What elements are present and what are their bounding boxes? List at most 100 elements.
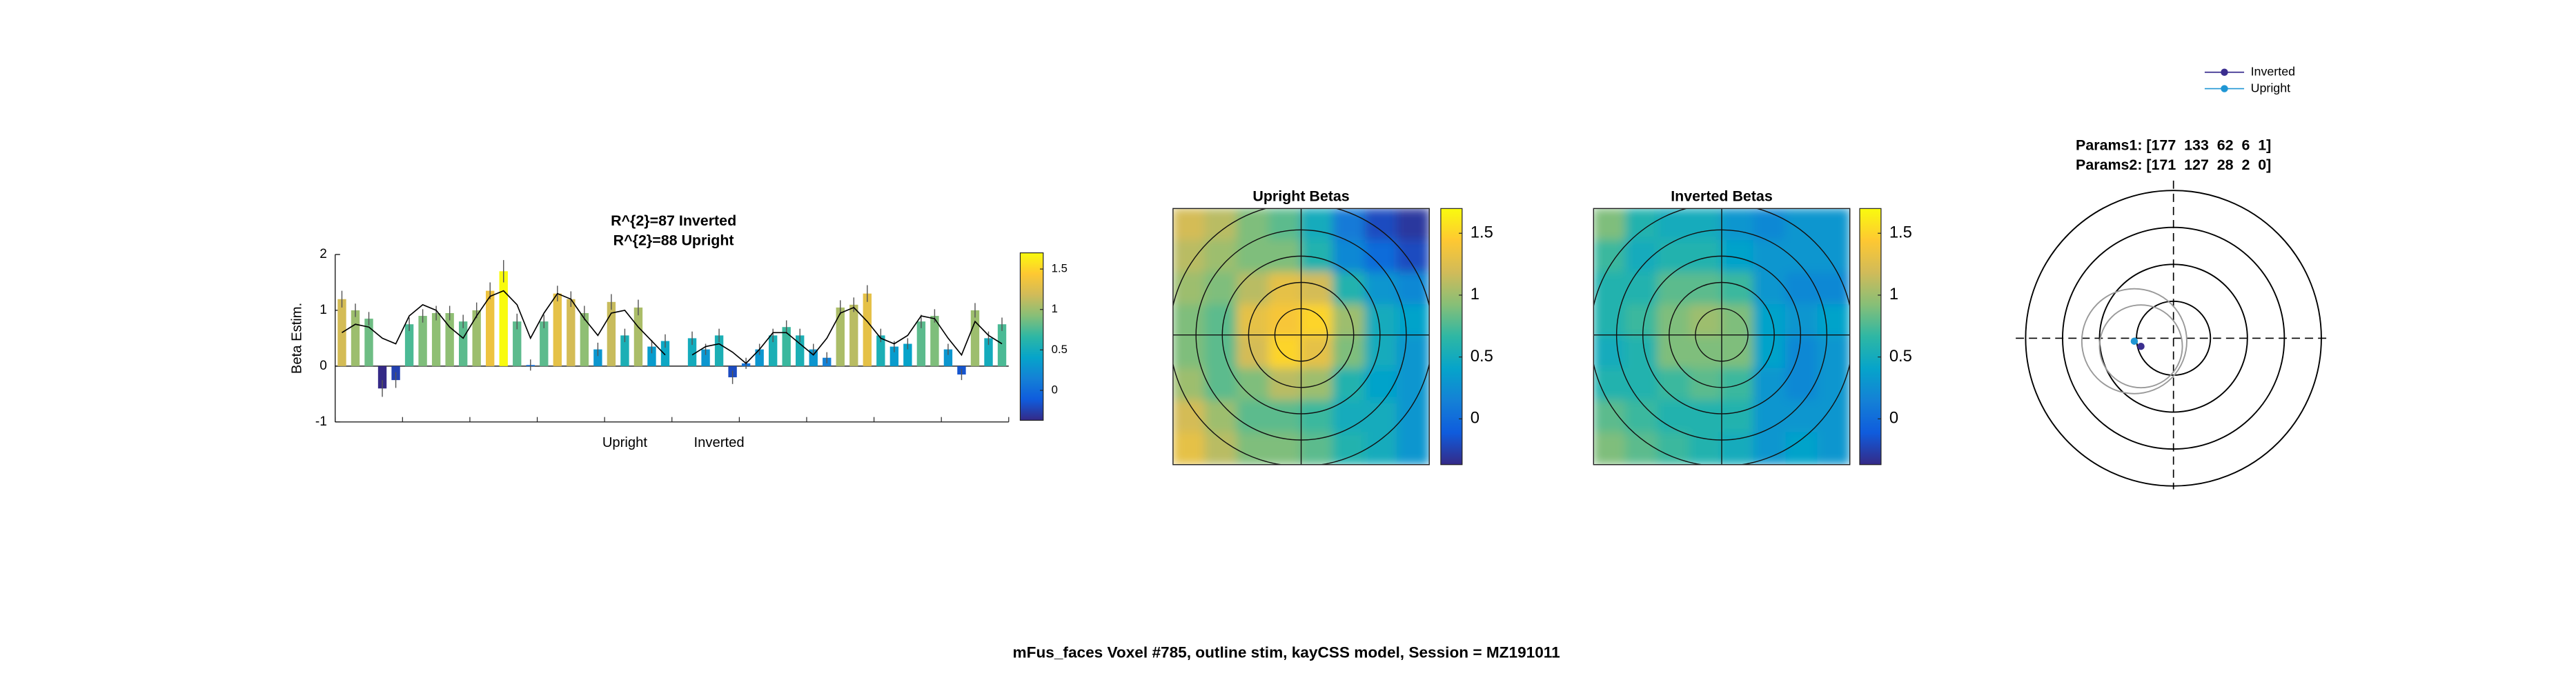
heatmap-cell [1236,240,1270,273]
bar [458,321,468,366]
heatmap-cell [1172,303,1206,337]
bar [660,341,670,366]
prf-center [2137,342,2145,350]
heatmap-cell [1657,368,1691,401]
y-tick-label: -1 [315,414,327,429]
heatmap-cell [1236,400,1270,434]
heatmap-cell [1689,368,1722,401]
bar [418,316,427,366]
heatmap-cell [1689,272,1722,306]
heatmap-cell [1817,368,1850,401]
fit-line [342,290,1003,364]
bar [364,319,373,366]
heatmap-cell [1204,303,1238,337]
bar [472,310,481,366]
heatmap-cell [1657,208,1691,241]
heatmap-cell [1593,432,1626,465]
colorbar-tick-label: 0 [1889,409,1898,428]
heatmap-cell [1204,400,1238,434]
heatmap-cell [1785,272,1818,306]
params-text: Params2: [171 127 28 2 0] [2076,157,2271,173]
heatmap-cell [1721,208,1755,241]
heatmap-cell [1753,272,1787,306]
heatmap-cell [1817,272,1850,306]
bar [513,321,522,366]
heatmap-cell [1689,400,1722,434]
bar [647,346,656,366]
heatmap-cell [1817,400,1850,434]
colorbar-tick-label: 0.5 [1052,343,1068,356]
colorbar-tick-label: 1.5 [1052,261,1068,274]
bar [876,335,885,366]
heatmap-cells [1172,208,1430,465]
bar [404,324,414,366]
heatmap-cell [1625,303,1658,337]
heatmap-cell [1593,272,1626,306]
bar [567,299,576,366]
heatmap-cell [1204,336,1238,370]
heatmap-cell [1333,208,1366,241]
y-tick-label: 1 [319,303,327,317]
heatmap-cell [1364,432,1398,465]
heatmap-cell [1753,240,1787,273]
heatmap-cell [1785,400,1818,434]
heatmap-cell [1236,336,1270,370]
heatmap-cell [1172,400,1206,434]
heatmap-cell [1397,432,1430,465]
heatmap-cell [1333,336,1366,370]
colorbar-tick-label: 0 [1052,383,1058,396]
bar [580,312,589,366]
heatmap-cell [1172,240,1206,273]
heatmap-cell [1364,240,1398,273]
heatmap-cell [1397,240,1430,273]
heatmap-cell [1657,272,1691,306]
heatmap-cell [1204,208,1238,241]
heatmap [1172,208,1430,465]
heatmap-cell [1625,208,1658,241]
bar [431,312,441,366]
colorbar-tick-label: 1 [1889,285,1898,303]
heatmap-cell [1236,272,1270,306]
heatmap-cell [1268,208,1302,241]
heatmap-cell [1333,272,1366,306]
heatmap-cell [1204,240,1238,273]
heatmap-cell [1300,272,1334,306]
heatmap-cell [1236,303,1270,337]
heatmap-cell [1657,432,1691,465]
heatmap-cell [1753,303,1787,337]
heatmap-cell [1397,272,1430,306]
prf-outline [2098,304,2183,389]
heatmap-cell [1364,400,1398,434]
heatmap-cell [1817,208,1850,241]
heatmap-cell [1721,432,1755,465]
heatmap-cell [1333,368,1366,401]
bar [593,349,602,366]
bar [620,335,629,366]
colorbar-tick-label: 0.5 [1889,347,1912,366]
heatmap-cell [1172,368,1206,401]
heatmap-cell [1364,208,1398,241]
heatmap-cell [1268,400,1302,434]
heatmap-cell [1657,303,1691,337]
y-tick-label: 0 [319,359,327,373]
y-tick-label: 2 [319,247,327,261]
bar [889,346,899,366]
heatmap-cell [1172,432,1206,465]
heatmap-cell [1593,208,1626,241]
heatmap [1593,208,1850,465]
heatmap-cell [1333,240,1366,273]
heatmap-cell [1172,272,1206,306]
heatmap-cell [1689,208,1722,241]
heatmap-cell [1300,336,1334,370]
heatmap-cell [1721,368,1755,401]
chart-title: Upright Betas [1252,188,1349,204]
heatmap-cell [1364,272,1398,306]
colorbar [1859,208,1882,466]
bar [607,301,616,366]
heatmap-cell [1593,240,1626,273]
bar [796,335,805,366]
chart-title: R^{2}=87 Inverted [611,212,736,229]
heatmap-frame [1172,208,1430,466]
heatmap-cell [1397,208,1430,241]
